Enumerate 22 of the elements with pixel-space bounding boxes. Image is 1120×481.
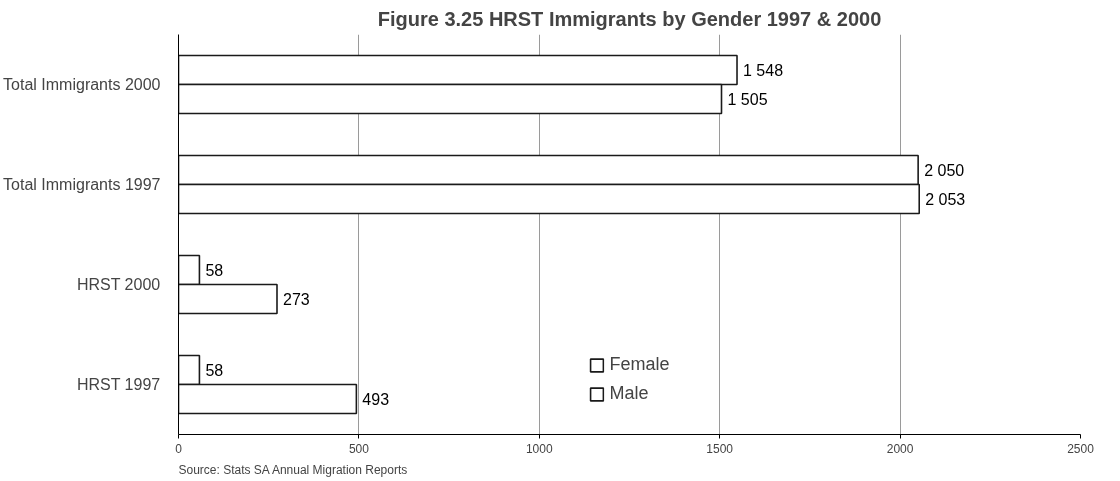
y-tick-label: Total Immigrants 2000 (3, 76, 161, 93)
x-tick-label: 2500 (1067, 441, 1095, 456)
data-label: 58 (205, 362, 224, 379)
y-tick-label: HRST 2000 (76, 276, 161, 293)
y-tick-label: HRST 1997 (76, 376, 161, 393)
x-tick-label: 500 (348, 441, 370, 456)
data-label: 1 548 (743, 61, 784, 79)
data-label: 273 (283, 291, 310, 308)
source-note: Source: Stats SA Annual Migration Reports (178, 462, 408, 477)
data-label: 2 050 (924, 161, 965, 179)
data-label: 58 (205, 262, 224, 279)
legend-label: Female (609, 354, 670, 375)
x-tick-label: 1000 (525, 441, 553, 456)
chart-title: Figure 3.25 HRST Immigrants by Gender 1997 & 2000 (377, 7, 882, 30)
data-label: 2 053 (925, 190, 966, 208)
x-tick-label: 2000 (886, 441, 914, 456)
data-label: 493 (362, 391, 390, 408)
x-tick-label: 1500 (706, 441, 734, 456)
x-tick-label: 0 (175, 441, 183, 456)
data-label: 1 505 (727, 90, 768, 108)
y-tick-label: Total Immigrants 1997 (3, 176, 161, 193)
legend-label: Male (609, 383, 649, 404)
